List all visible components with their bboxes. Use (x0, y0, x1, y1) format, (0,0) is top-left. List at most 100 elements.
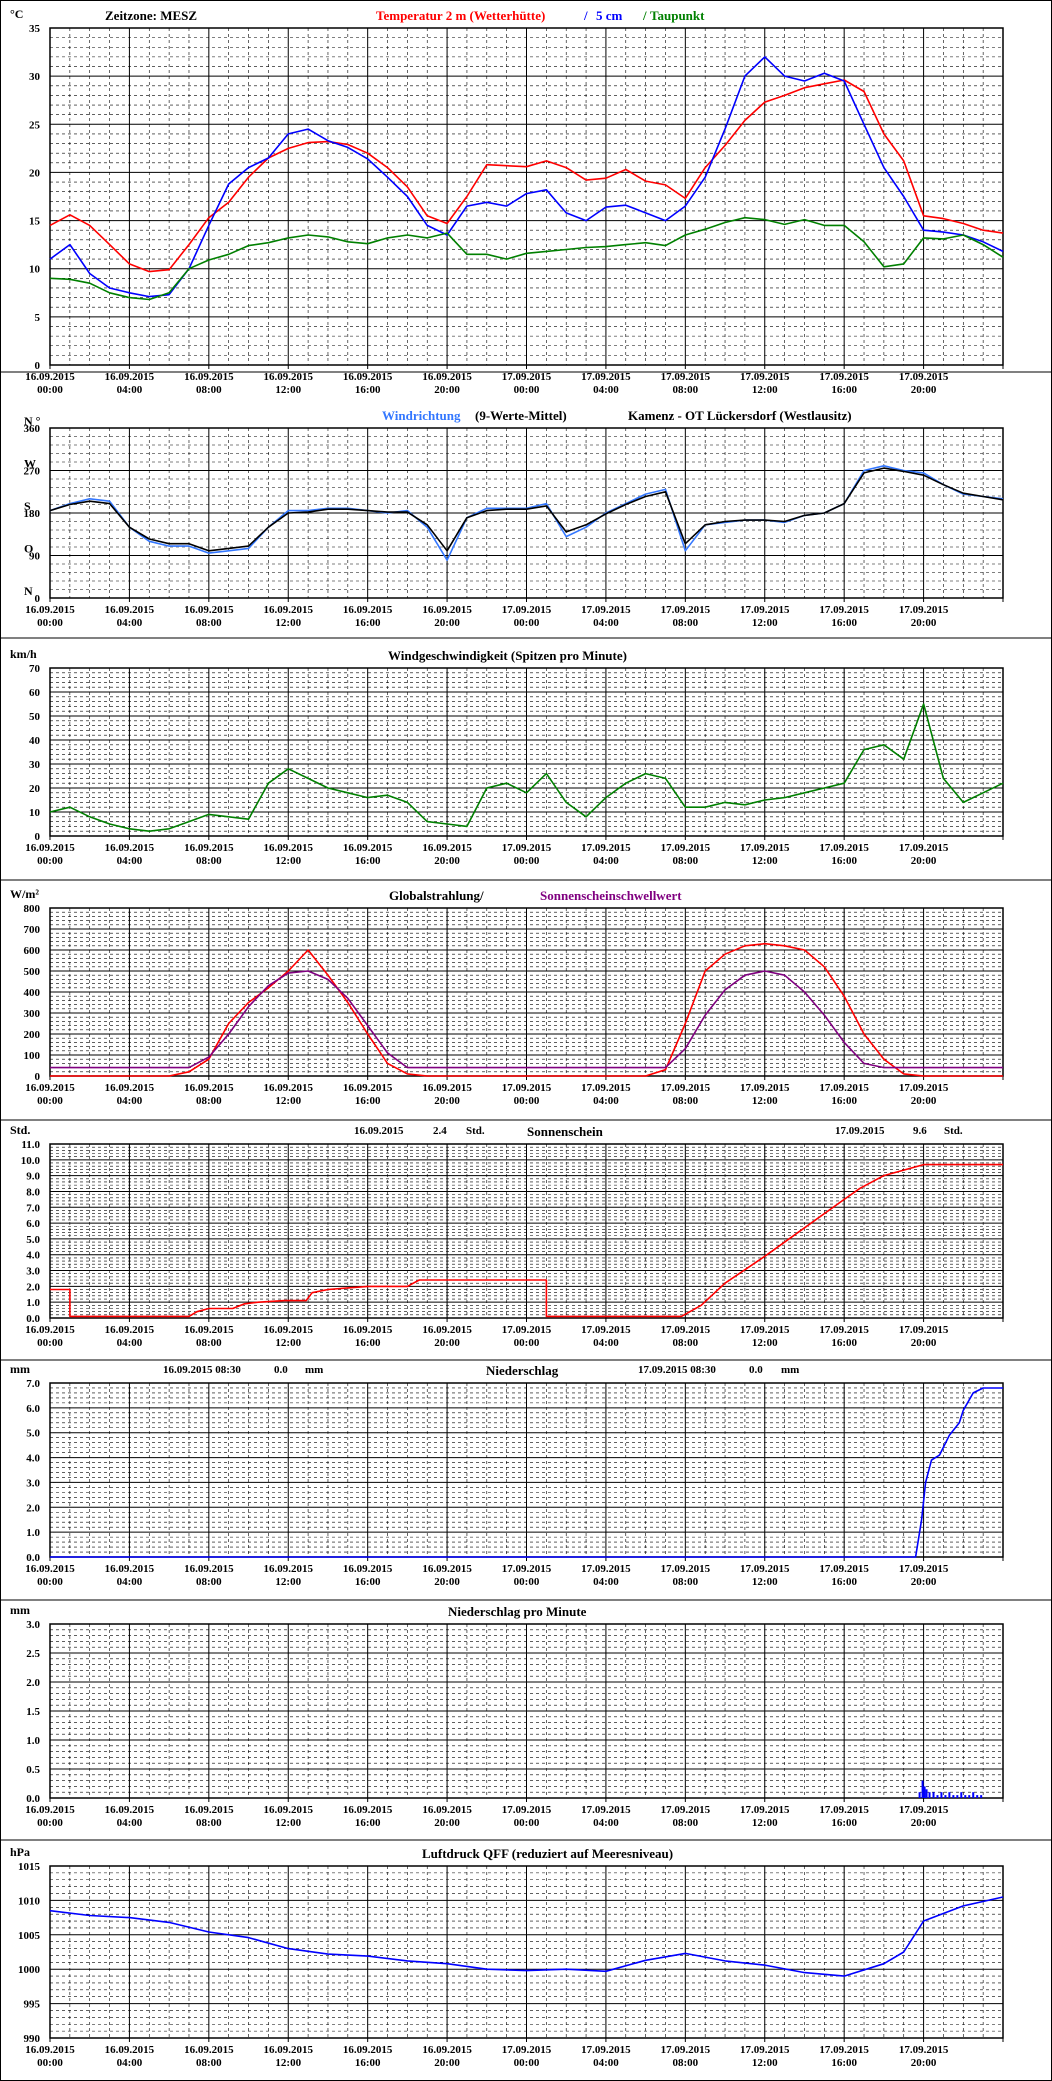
radiation-x-tick-time: 20:00 (434, 1095, 460, 1107)
winddir-x-tick-date: 16.09.2015 (343, 604, 393, 616)
temperature-title-part: Zeitzone: MESZ (105, 8, 197, 23)
precip-y-tick-label: 7.0 (26, 1378, 40, 1390)
winddir-x-tick-date: 17.09.2015 (581, 604, 631, 616)
temperature-y-tick-label: 5 (35, 312, 41, 324)
precip_minute-bar (960, 1792, 963, 1798)
pressure-x-tick-date: 16.09.2015 (184, 2044, 234, 2056)
radiation-title-part: Globalstrahlung/ (389, 888, 484, 903)
precip-y-tick-label: 0.0 (26, 1552, 40, 1564)
precip-x-tick-time: 20:00 (434, 1576, 460, 1588)
pressure-y-tick-label: 995 (24, 1999, 41, 2011)
precip-y-tick-label: 2.0 (26, 1502, 40, 1514)
sunshine-summary-date: 17.09.2015 (835, 1125, 885, 1137)
precip-x-tick-time: 12:00 (275, 1576, 301, 1588)
precip_minute-plot-frame (49, 1623, 1004, 1799)
precip-x-tick-date: 16.09.2015 (422, 1563, 472, 1575)
windspeed-x-tick-date: 16.09.2015 (343, 842, 393, 854)
winddir-x-tick-time: 16:00 (831, 617, 857, 629)
precip_minute-bar (936, 1795, 939, 1798)
temperature-x-tick-time: 12:00 (752, 384, 778, 396)
pressure-x-tick-date: 17.09.2015 (819, 2044, 869, 2056)
sunshine-x-tick-time: 00:00 (37, 1337, 63, 1349)
radiation-x-tick-time: 16:00 (355, 1095, 381, 1107)
radiation-x-tick-date: 17.09.2015 (819, 1082, 869, 1094)
temperature-y-tick-label: 15 (29, 216, 41, 228)
windspeed-x-tick-date: 17.09.2015 (740, 842, 790, 854)
temperature-x-tick-time: 20:00 (911, 384, 937, 396)
temperature-x-tick-time: 16:00 (831, 384, 857, 396)
temperature-x-tick-time: 12:00 (275, 384, 301, 396)
radiation-x-tick-time: 00:00 (37, 1095, 63, 1107)
precip-x-tick-time: 04:00 (117, 1576, 143, 1588)
pressure-y-tick-label: 990 (24, 2033, 41, 2045)
windspeed-x-tick-time: 08:00 (672, 855, 698, 867)
precip-summary-date: 16.09.2015 08:30 (163, 1364, 241, 1376)
windspeed-x-tick-date: 16.09.2015 (105, 842, 155, 854)
pressure-x-tick-time: 16:00 (355, 2057, 381, 2069)
winddir-title-part: (9-Werte-Mittel) (475, 408, 567, 423)
precip_minute-y-tick-label: 0.0 (26, 1793, 40, 1805)
precip-x-tick-date: 17.09.2015 (502, 1563, 552, 1575)
precip_minute-x-tick-time: 00:00 (37, 1817, 63, 1829)
precip_minute-x-tick-date: 16.09.2015 (105, 1804, 155, 1816)
radiation-y-tick-label: 700 (24, 924, 41, 936)
precip_minute-x-tick-time: 20:00 (434, 1817, 460, 1829)
radiation-y-tick-label: 100 (24, 1050, 41, 1062)
sunshine-y-tick-label: 7.0 (26, 1202, 40, 1214)
sunshine-y-tick-label: 4.0 (26, 1250, 40, 1262)
windspeed-x-tick-time: 04:00 (593, 855, 619, 867)
radiation-x-tick-date: 16.09.2015 (105, 1082, 155, 1094)
pressure-x-tick-date: 16.09.2015 (25, 2044, 75, 2056)
windspeed-x-tick-time: 04:00 (117, 855, 143, 867)
winddir-x-tick-time: 08:00 (672, 617, 698, 629)
sunshine-x-tick-date: 16.09.2015 (343, 1324, 393, 1336)
radiation-x-tick-date: 16.09.2015 (422, 1082, 472, 1094)
precip-summary-value: 0.0 (274, 1364, 288, 1376)
precip-y-tick-label: 5.0 (26, 1428, 40, 1440)
temperature-y-tick-label: 10 (29, 264, 41, 276)
windspeed-x-tick-time: 00:00 (514, 855, 540, 867)
winddir-title-part: Kamenz - OT Lückersdorf (Westlausitz) (628, 408, 852, 423)
sunshine-y-tick-label: 6.0 (26, 1218, 40, 1230)
winddir-x-tick-time: 20:00 (434, 617, 460, 629)
precip_minute-x-tick-date: 17.09.2015 (581, 1804, 631, 1816)
sunshine-y-tick-label: 1.0 (26, 1297, 40, 1309)
sunshine-x-tick-date: 17.09.2015 (661, 1324, 711, 1336)
temperature-x-tick-time: 20:00 (434, 384, 460, 396)
sunshine-series-sun (50, 1163, 1003, 1318)
sunshine-x-tick-date: 16.09.2015 (25, 1324, 75, 1336)
sunshine-y-tick-label: 8.0 (26, 1186, 40, 1198)
precip_minute-y-tick-label: 0.5 (26, 1764, 40, 1776)
winddir-y-tick-label: 360 (24, 423, 41, 435)
sunshine-y-tick-label: 0.0 (26, 1313, 40, 1325)
windspeed-y-tick-label: 60 (29, 687, 41, 699)
winddir-direction-label: S (24, 499, 31, 513)
precip-x-tick-date: 17.09.2015 (581, 1563, 631, 1575)
precip_minute-bar (948, 1792, 951, 1798)
precip-x-tick-time: 00:00 (514, 1576, 540, 1588)
temperature-title-part: 5 cm (596, 8, 623, 23)
sunshine-x-tick-date: 16.09.2015 (422, 1324, 472, 1336)
precip_minute-bar (918, 1792, 921, 1798)
temperature-y-tick-label: 0 (35, 360, 41, 372)
pressure-y-tick-label: 1015 (18, 1861, 41, 1873)
windspeed-x-tick-date: 17.09.2015 (819, 842, 869, 854)
temperature-y-tick-label: 20 (29, 167, 41, 179)
windspeed-x-tick-date: 17.09.2015 (661, 842, 711, 854)
precip_minute-y-tick-label: 1.5 (26, 1706, 40, 1718)
winddir-x-tick-time: 08:00 (196, 617, 222, 629)
windspeed-x-tick-date: 16.09.2015 (184, 842, 234, 854)
radiation-x-tick-time: 12:00 (752, 1095, 778, 1107)
windspeed-y-tick-label: 30 (29, 759, 41, 771)
precip-summary-unit: mm (781, 1364, 799, 1376)
winddir-y-tick-label: 270 (24, 466, 41, 478)
windspeed-x-tick-time: 16:00 (355, 855, 381, 867)
windspeed-plot-frame (49, 667, 1004, 837)
precip_minute-x-tick-time: 20:00 (911, 1817, 937, 1829)
precip_minute-x-tick-date: 17.09.2015 (740, 1804, 790, 1816)
pressure-x-tick-date: 17.09.2015 (899, 2044, 949, 2056)
precip-y-tick-label: 6.0 (26, 1403, 40, 1415)
pressure-x-tick-time: 00:00 (514, 2057, 540, 2069)
precip-x-tick-time: 16:00 (831, 1576, 857, 1588)
windspeed-x-tick-date: 16.09.2015 (264, 842, 314, 854)
